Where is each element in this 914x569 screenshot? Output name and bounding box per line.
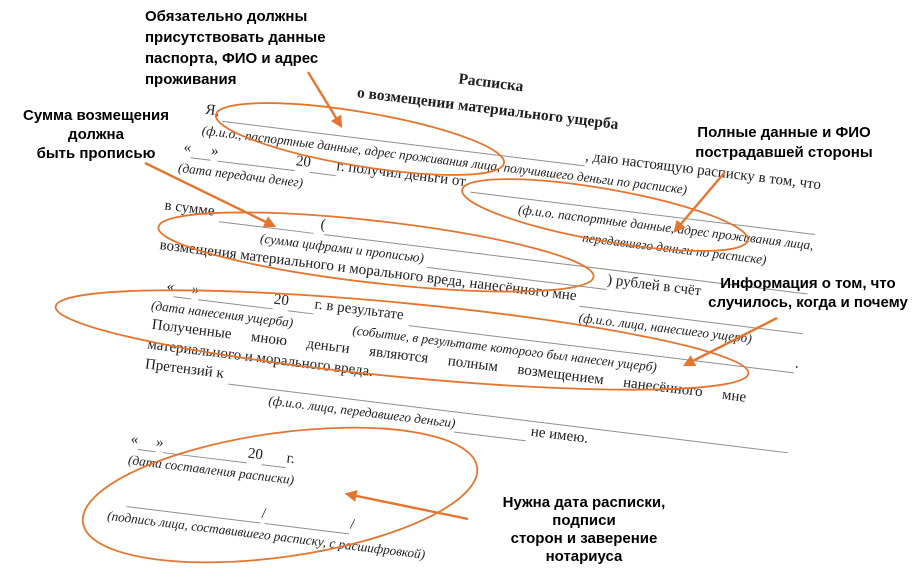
- blank-line: [190, 142, 212, 161]
- note-sum-in-words: Сумма возмещения должна быть прописью: [2, 106, 190, 163]
- date-make-text: г.: [285, 450, 296, 468]
- blank-line: [309, 157, 338, 177]
- blank-line: [172, 281, 193, 300]
- slash: /: [349, 516, 356, 533]
- note-signature-requirements: Нужна дата расписки, подписи сторон и за…: [473, 494, 695, 569]
- indent: [94, 522, 106, 524]
- note-line: Сумма возмещения должна: [22, 107, 170, 143]
- note-line: Полные данные и ФИО: [697, 124, 871, 141]
- note-victim-data: Полные данные и ФИО пострадавшей стороны: [670, 123, 898, 163]
- indent: [101, 465, 127, 469]
- note-line: сторон и заверение нотариуса: [510, 530, 658, 565]
- note-line: проживания: [145, 71, 237, 88]
- note-line: быть прописью: [36, 145, 156, 162]
- period: .: [794, 355, 800, 372]
- spacer: [587, 449, 786, 473]
- note-passport-data: Обязательно должны присутствовать данные…: [145, 6, 360, 90]
- note-line: или сотрудника УК: [473, 566, 695, 569]
- note-line: паспорта, ФИО и адрес: [145, 50, 319, 67]
- note-line: случилось, когда и почему: [708, 294, 908, 311]
- note-incident-info: Информация о том, что случилось, когда и…: [701, 274, 914, 312]
- note-line: присутствовать данные: [145, 29, 326, 46]
- note-line: Обязательно должны: [145, 8, 308, 25]
- blank-line: [261, 449, 288, 469]
- blank-line: [287, 295, 316, 315]
- note-line: Информация о том, что: [720, 275, 896, 292]
- note-line: пострадавшей стороны: [695, 144, 873, 161]
- indent: [111, 389, 268, 409]
- blank-line: [137, 434, 157, 453]
- blank-line: [454, 416, 528, 442]
- ya-pre-text: Я,: [204, 101, 221, 120]
- note-line: Нужна дата расписки, подписи: [502, 494, 666, 529]
